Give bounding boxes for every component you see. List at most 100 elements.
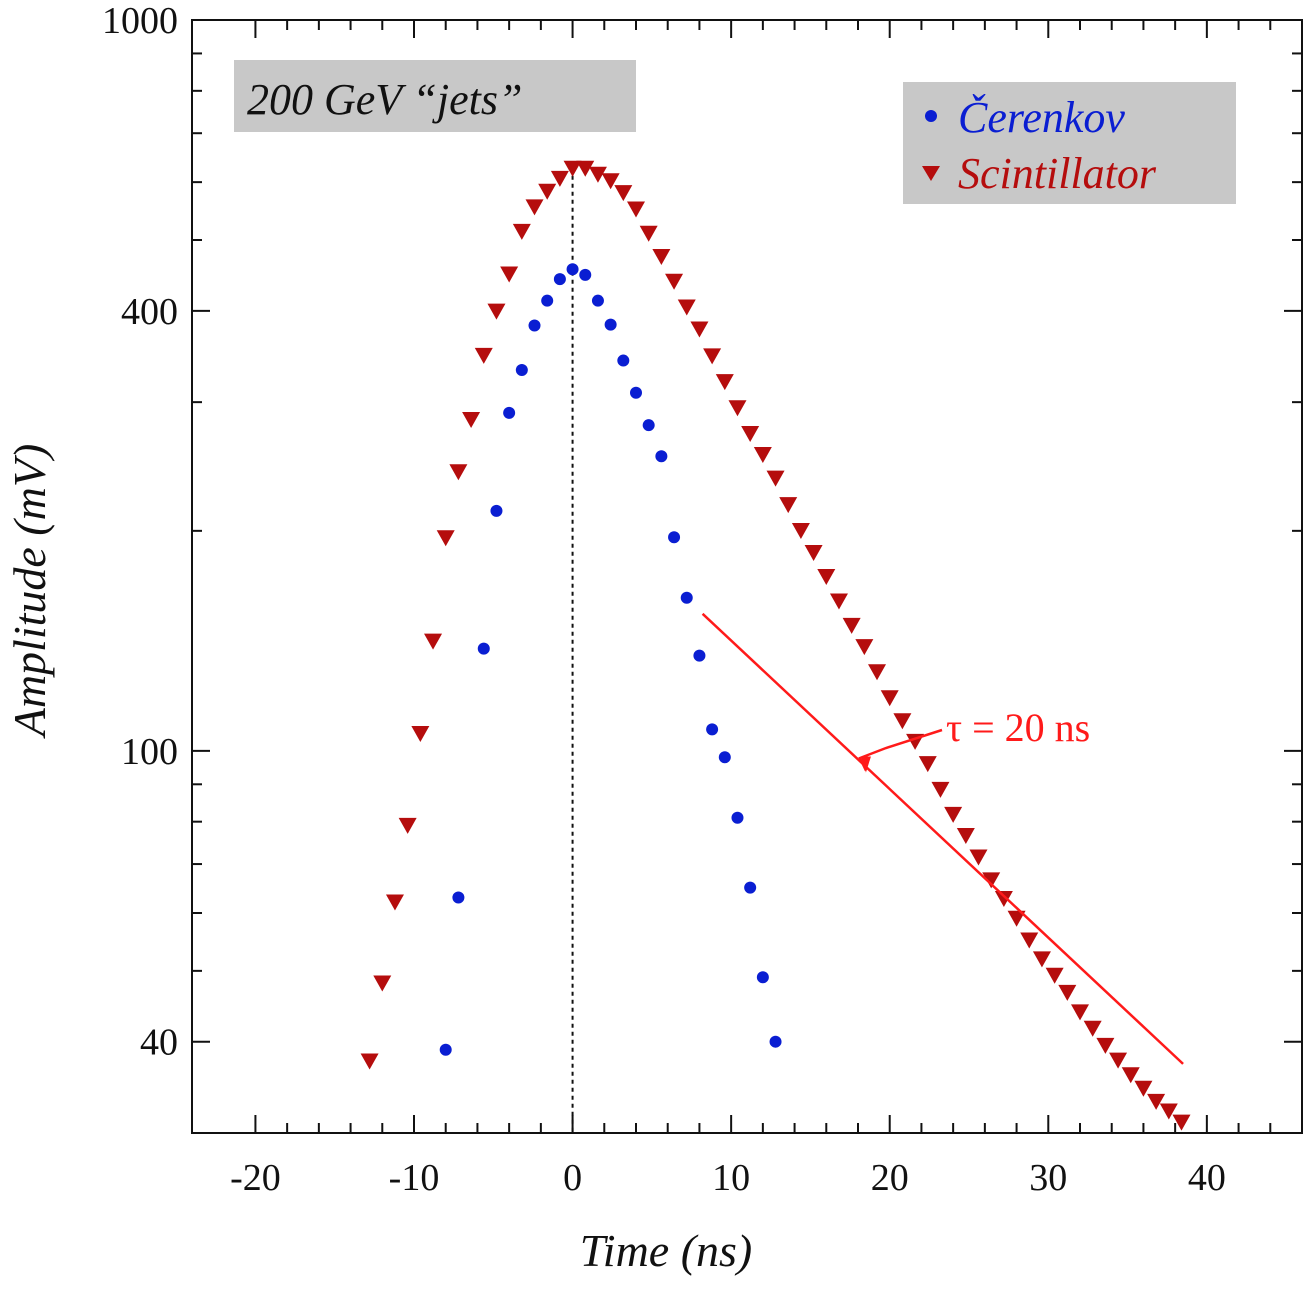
scintillator-point (398, 817, 417, 834)
cerenkov-point (680, 591, 693, 604)
scintillator-point (855, 639, 874, 656)
cerenkov-point (553, 273, 566, 286)
scintillator-point (436, 530, 455, 547)
x-tick-label: 30 (1029, 1157, 1067, 1199)
scintillator-point (956, 828, 975, 845)
scintillator-point (385, 894, 404, 911)
legend-background (903, 82, 1236, 204)
scintillator-point (868, 664, 887, 681)
scintillator-point (994, 891, 1013, 908)
cerenkov-point (706, 723, 719, 736)
legend-marker-scintillator (922, 166, 940, 181)
scintillator-point (500, 266, 519, 283)
scintillator-point (487, 303, 506, 320)
scintillator-point (715, 374, 734, 391)
scintillator-point (918, 756, 937, 773)
scintillator-point (639, 225, 658, 242)
scintillator-point (627, 201, 645, 218)
scintillator-point (1147, 1093, 1166, 1110)
y-tick-label: 400 (121, 291, 178, 333)
scintillator-point (690, 321, 709, 338)
cerenkov-point (439, 1043, 452, 1056)
cerenkov-point (591, 294, 604, 307)
legend-label-cerenkov: Čerenkov (958, 93, 1125, 142)
scintillator-point (982, 872, 1001, 889)
scintillator-point (969, 849, 988, 866)
data-layer (360, 160, 1191, 1131)
scintillator-point (829, 593, 848, 610)
cerenkov-point (693, 649, 706, 662)
scintillator-point (1083, 1020, 1102, 1037)
plot-frame (191, 19, 1303, 1134)
scintillator-point (944, 806, 963, 823)
chart-title: 200 GeV “jets” (247, 75, 522, 124)
x-tick-label: -10 (389, 1157, 440, 1199)
chart-title-box: 200 GeV “jets” (234, 60, 636, 132)
scintillator-point (893, 713, 912, 730)
scintillator-point (550, 170, 569, 187)
annotation-tau-label: τ = 20 ns (946, 705, 1090, 750)
scintillator-point (779, 497, 798, 514)
legend-marker-cerenkov (925, 110, 937, 122)
scintillator-point (525, 199, 544, 216)
legend: Čerenkov Scintillator (903, 82, 1236, 204)
scintillator-point (614, 185, 633, 202)
cerenkov-point (477, 642, 490, 655)
fit-line-tau (701, 612, 1184, 1065)
cerenkov-point (566, 263, 579, 276)
cerenkov-point (528, 319, 541, 332)
annotation-arrow (858, 728, 943, 772)
x-tick-label: -20 (230, 1157, 281, 1199)
scintillator-point (373, 975, 392, 992)
cerenkov-point (744, 881, 757, 894)
scintillator-point (563, 160, 582, 177)
scintillator-point (931, 781, 950, 798)
cerenkov-point (731, 811, 744, 824)
scintillator-point (424, 633, 443, 650)
x-axis-title: Time (ns) (580, 1225, 753, 1276)
cerenkov-point (630, 386, 642, 399)
cerenkov-point (490, 504, 503, 517)
scintillator-point (652, 249, 671, 266)
cerenkov-point (642, 419, 655, 432)
scintillator-point (1159, 1103, 1178, 1120)
scintillator-point (1045, 967, 1064, 984)
cerenkov-point (617, 354, 630, 367)
scintillator-point (601, 173, 620, 190)
scintillator-point (1109, 1052, 1128, 1069)
scintillator-point (677, 299, 696, 316)
scintillator-point (753, 446, 772, 463)
cerenkov-point (503, 406, 516, 419)
x-tick-label: 40 (1188, 1157, 1226, 1199)
plot-frame-layer: -20 -10 0 10 20 30 40 40 100 400 1000 (102, 0, 1303, 1199)
cerenkov-point (541, 294, 554, 307)
scintillator-point (1096, 1037, 1115, 1054)
scintillator-point (1020, 932, 1039, 949)
scintillator-point (1121, 1067, 1140, 1084)
legend-label-scintillator: Scintillator (958, 149, 1157, 198)
cerenkov-point (655, 450, 668, 463)
scintillator-point (1071, 1004, 1089, 1021)
scintillator-point (538, 183, 557, 200)
cerenkov-point (579, 268, 592, 281)
cerenkov-point (668, 531, 681, 544)
cerenkov-point (718, 751, 731, 764)
scintillator-point (1134, 1080, 1153, 1097)
cerenkov-point (452, 891, 465, 904)
scintillator-point (1058, 984, 1077, 1001)
scintillator-point (462, 411, 481, 428)
scintillator-point (703, 348, 722, 365)
scintillator-point (1007, 910, 1026, 927)
scintillator-point (804, 545, 823, 562)
scintillator-point (741, 426, 760, 443)
scintillator-point (1172, 1114, 1191, 1131)
cerenkov-point (756, 971, 769, 984)
y-tick-label: 1000 (102, 0, 178, 42)
scintillator-point (1032, 951, 1051, 968)
annotation-arrow-head (860, 756, 871, 773)
y-tick-label: 40 (140, 1022, 178, 1064)
cerenkov-point (769, 1035, 782, 1048)
scintillator-point (728, 400, 747, 417)
scintillator-point (576, 160, 595, 177)
